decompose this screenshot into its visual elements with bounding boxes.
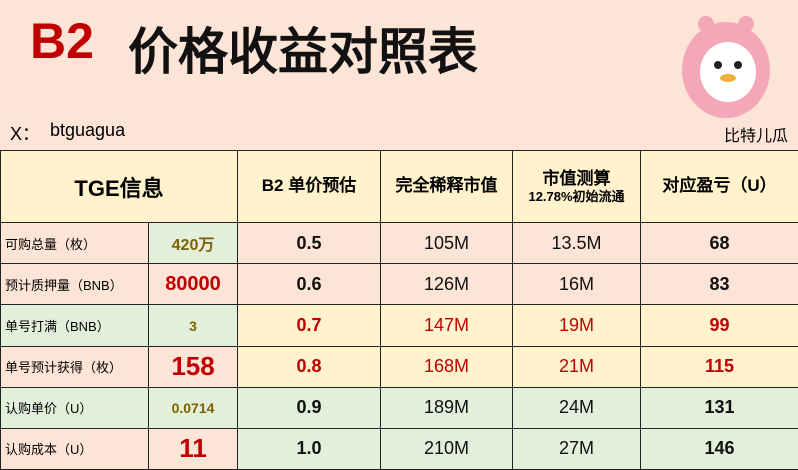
info-value: 0.0714: [147, 386, 239, 429]
column-title: 完全稀释市值: [395, 176, 498, 196]
data-row: 预计质押量（BNB） 80000 0.6 126M 16M 83: [0, 263, 798, 306]
info-value: 158: [147, 345, 239, 388]
info-value: 11: [147, 427, 239, 470]
data-row: 单号打满（BNB） 3 0.7 147M 19M 99: [0, 304, 798, 347]
author: btguagua: [50, 120, 126, 140]
cell: 0.7: [237, 304, 382, 347]
title-code: B2: [30, 13, 94, 69]
cell: 147M: [380, 304, 514, 347]
cell: 105M: [380, 222, 514, 265]
info-label: 单号预计获得（枚）: [0, 345, 149, 388]
data-row: 认购成本（U） 11 1.0 210M 27M 146: [0, 427, 798, 470]
cell: 0.6: [237, 263, 382, 306]
info-label: 可购总量（枚）: [0, 222, 149, 265]
column-header: 市值测算 12.78%初始流通: [512, 149, 642, 224]
author-label: X：: [10, 124, 41, 144]
info-value: 80000: [147, 263, 239, 306]
cell: 27M: [512, 427, 642, 470]
cell: 99: [640, 304, 798, 347]
data-row: 认购单价（U） 0.0714 0.9 189M 24M 131: [0, 386, 798, 429]
cell: 146: [640, 427, 798, 470]
info-label: 认购成本（U）: [0, 427, 149, 470]
cell: 83: [640, 263, 798, 306]
column-subtitle: 12.78%初始流通: [528, 189, 625, 204]
info-value: 3: [147, 304, 239, 347]
info-label: 认购单价（U）: [0, 386, 149, 429]
column-header: B2 单价预估: [237, 149, 382, 224]
column-title: B2 单价预估: [261, 176, 357, 196]
cell: 0.9: [237, 386, 382, 429]
cell: 115: [640, 345, 798, 388]
data-row: 可购总量（枚） 420万 0.5 105M 13.5M 68: [0, 222, 798, 265]
cell: 131: [640, 386, 798, 429]
cell: 0.5: [237, 222, 382, 265]
cell: 68: [640, 222, 798, 265]
cell: 21M: [512, 345, 642, 388]
header-row: TGE信息 B2 单价预估 完全稀释市值 市值测算 12.78%初始流通 对应盈亏（U）: [0, 149, 798, 224]
left-header: TGE信息: [0, 149, 239, 224]
table: TGE信息 B2 单价预估 完全稀释市值 市值测算 12.78%初始流通 对应盈亏（U）可…: [0, 149, 798, 470]
cell: 19M: [512, 304, 642, 347]
cell: 0.8: [237, 345, 382, 388]
info-label: 单号打满（BNB）: [0, 304, 149, 347]
brand: 比特儿瓜: [723, 128, 788, 145]
data-row: 单号预计获得（枚） 158 0.8 168M 21M 115: [0, 345, 798, 388]
cell: 210M: [380, 427, 514, 470]
cell: 126M: [380, 263, 514, 306]
title: 价格收益对照表: [128, 24, 478, 80]
cell: 189M: [380, 386, 514, 429]
info-value: 420万: [147, 222, 239, 265]
cell: 13.5M: [512, 222, 642, 265]
column-title: 对应盈亏（U）: [662, 176, 777, 196]
cell: 16M: [512, 263, 642, 306]
info-label: 预计质押量（BNB）: [0, 263, 149, 306]
column-header: 对应盈亏（U）: [640, 149, 798, 224]
cell: 24M: [512, 386, 642, 429]
cell: 168M: [380, 345, 514, 388]
column-header: 完全稀释市值: [380, 149, 514, 224]
mascot: [682, 16, 770, 118]
column-title: 市值测算: [542, 168, 611, 188]
cell: 1.0: [237, 427, 382, 470]
